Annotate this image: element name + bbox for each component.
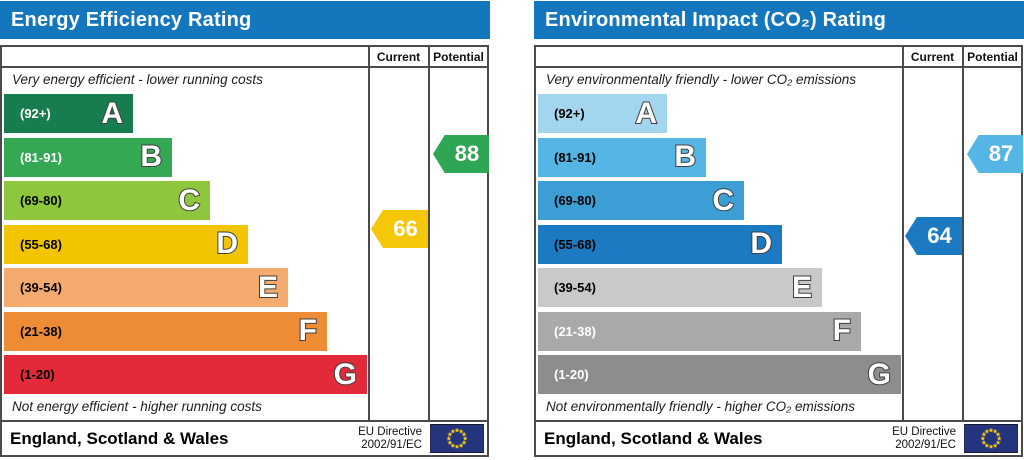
band-row-d: (55-68) D bbox=[538, 224, 902, 264]
top-note: Very energy efficient - lower running co… bbox=[12, 72, 263, 87]
band-letter: G bbox=[867, 357, 892, 392]
band-letter: B bbox=[139, 139, 163, 174]
band-row-b: (81-91) B bbox=[4, 137, 368, 177]
eu-flag-icon bbox=[964, 424, 1018, 453]
band-bar: (39-54) E bbox=[538, 268, 822, 307]
band-letter: D bbox=[215, 226, 239, 261]
band-letter: D bbox=[749, 226, 773, 261]
band-range-label: (55-68) bbox=[554, 236, 596, 252]
band-bar: (55-68) D bbox=[4, 224, 248, 264]
bottom-note: Not energy efficient - higher running co… bbox=[12, 399, 262, 414]
band-letter: A bbox=[634, 96, 658, 131]
current-column-header: Current bbox=[376, 50, 421, 64]
potential-column-header: Potential bbox=[967, 50, 1018, 64]
band-letter: C bbox=[711, 183, 735, 218]
environmental-title-bar: Environmental Impact (CO₂) Rating bbox=[534, 1, 1024, 39]
column-header-row bbox=[536, 47, 1021, 68]
band-bar: (1-20) G bbox=[538, 355, 901, 394]
band-row-c: (69-80) C bbox=[538, 181, 902, 220]
current-rating-arrow: 64 bbox=[905, 217, 962, 255]
band-range-label: (39-54) bbox=[554, 280, 596, 295]
band-range-label: (21-38) bbox=[554, 323, 596, 339]
band-row-e: (39-54) E bbox=[538, 268, 902, 307]
potential-rating-arrow: 88 bbox=[433, 135, 489, 173]
potential-rating-value: 88 bbox=[454, 141, 480, 166]
band-range-label: (55-68) bbox=[20, 236, 62, 252]
band-range-label: (1-20) bbox=[20, 367, 55, 382]
band-letter: A bbox=[100, 96, 124, 131]
band-letter: G bbox=[333, 357, 358, 392]
band-row-a: (92+) A bbox=[4, 94, 368, 133]
band-range-label: (1-20) bbox=[554, 367, 589, 382]
environmental-impact-panel: Environmental Impact (CO₂) Rating Curren… bbox=[534, 0, 1024, 460]
band-row-f: (21-38) F bbox=[538, 311, 902, 351]
band-letter: C bbox=[177, 183, 201, 218]
potential-rating-value: 87 bbox=[988, 141, 1014, 166]
band-row-b: (81-91) B bbox=[538, 137, 902, 177]
band-bar: (1-20) G bbox=[4, 355, 367, 394]
band-bar: (55-68) D bbox=[538, 224, 782, 264]
band-range-label: (69-80) bbox=[554, 193, 596, 208]
region-label: England, Scotland & Wales bbox=[544, 428, 763, 448]
column-divider bbox=[428, 47, 430, 420]
column-header-row bbox=[2, 47, 487, 68]
band-bar: (21-38) F bbox=[538, 311, 861, 351]
band-range-label: (92+) bbox=[20, 106, 51, 121]
potential-rating-arrow: 87 bbox=[967, 135, 1023, 173]
band-range-label: (81-91) bbox=[20, 149, 62, 165]
band-letter: F bbox=[832, 313, 852, 348]
band-row-g: (1-20) G bbox=[4, 355, 368, 394]
column-divider bbox=[962, 47, 964, 420]
band-bar: (92+) A bbox=[538, 94, 667, 133]
band-list: (92+) A (81-91) B (69-80) C (55-68) D (39-54) E (2… bbox=[538, 94, 902, 399]
current-rating-value: 64 bbox=[927, 223, 952, 248]
band-bar: (21-38) F bbox=[4, 311, 327, 351]
band-row-f: (21-38) F bbox=[4, 311, 368, 351]
band-range-label: (39-54) bbox=[20, 280, 62, 295]
environmental-rating-chart: Current Potential Very environmentally f… bbox=[534, 45, 1023, 457]
band-range-label: (21-38) bbox=[20, 323, 62, 339]
column-divider bbox=[368, 47, 370, 420]
band-bar: (92+) A bbox=[4, 94, 133, 133]
band-bar: (69-80) C bbox=[4, 181, 210, 220]
current-rating-arrow: 66 bbox=[371, 210, 428, 248]
band-letter: B bbox=[673, 139, 697, 174]
bottom-note: Not environmentally friendly - higher CO… bbox=[546, 399, 856, 414]
chart-footer: England, Scotland & Wales EU Directive 2… bbox=[2, 420, 487, 455]
band-letter: E bbox=[791, 270, 813, 305]
band-row-a: (92+) A bbox=[538, 94, 902, 133]
eu-flag-icon bbox=[430, 424, 484, 453]
band-row-e: (39-54) E bbox=[4, 268, 368, 307]
band-list: (92+) A (81-91) B (69-80) C (55-68) D (39-54) E (2… bbox=[4, 94, 368, 399]
region-label: England, Scotland & Wales bbox=[10, 428, 229, 448]
band-row-d: (55-68) D bbox=[4, 224, 368, 264]
band-row-g: (1-20) G bbox=[538, 355, 902, 394]
energy-title-bar: Energy Efficiency Rating bbox=[0, 1, 490, 39]
band-range-label: (81-91) bbox=[554, 149, 596, 165]
band-bar: (81-91) B bbox=[538, 137, 706, 177]
potential-column-header: Potential bbox=[433, 50, 484, 64]
environmental-panel-title: Environmental Impact (CO₂) Rating bbox=[545, 8, 887, 31]
band-range-label: (92+) bbox=[554, 106, 585, 121]
band-letter: F bbox=[298, 313, 318, 348]
chart-footer: England, Scotland & Wales EU Directive 2… bbox=[536, 420, 1021, 455]
eu-directive-label: EU Directive 2002/91/EC bbox=[892, 425, 956, 451]
current-column-header: Current bbox=[910, 50, 955, 64]
top-note: Very environmentally friendly - lower CO… bbox=[546, 72, 856, 87]
column-divider bbox=[902, 47, 904, 420]
current-rating-value: 66 bbox=[393, 216, 418, 241]
band-bar: (39-54) E bbox=[4, 268, 288, 307]
band-row-c: (69-80) C bbox=[4, 181, 368, 220]
band-letter: E bbox=[257, 270, 279, 305]
energy-efficiency-panel: Energy Efficiency Rating Current Potenti… bbox=[0, 0, 490, 460]
band-bar: (81-91) B bbox=[4, 137, 172, 177]
band-bar: (69-80) C bbox=[538, 181, 744, 220]
band-range-label: (69-80) bbox=[20, 193, 62, 208]
eu-directive-label: EU Directive 2002/91/EC bbox=[358, 425, 422, 451]
energy-panel-title: Energy Efficiency Rating bbox=[11, 8, 252, 31]
energy-rating-chart: Current Potential Very energy efficient … bbox=[0, 45, 489, 457]
